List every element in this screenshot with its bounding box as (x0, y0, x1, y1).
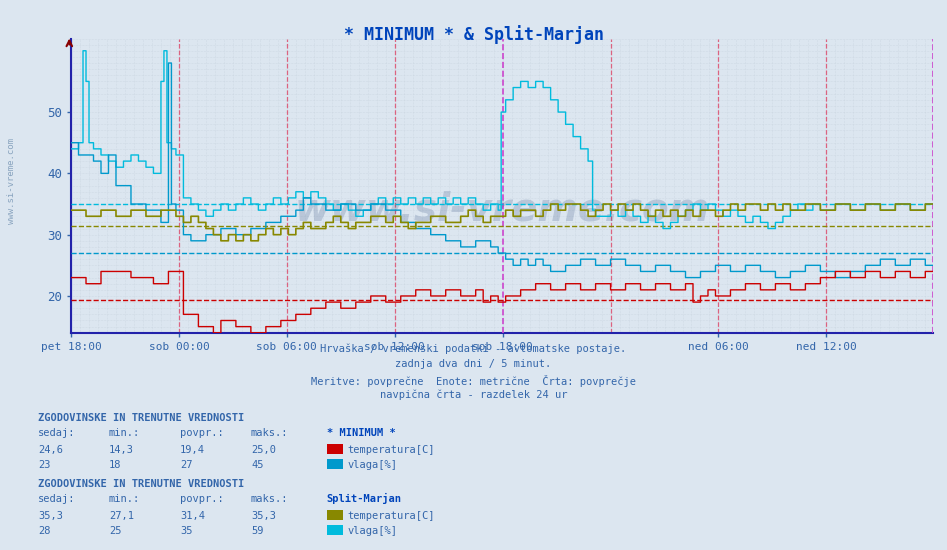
Text: zadnja dva dni / 5 minut.: zadnja dva dni / 5 minut. (396, 359, 551, 369)
Text: 27: 27 (180, 459, 192, 470)
Text: 31,4: 31,4 (180, 510, 205, 521)
Text: sedaj:: sedaj: (38, 428, 76, 438)
Text: Hrvaška / vremenski podatki - avtomatske postaje.: Hrvaška / vremenski podatki - avtomatske… (320, 344, 627, 354)
Text: 35,3: 35,3 (38, 510, 63, 521)
Text: min.:: min.: (109, 494, 140, 504)
Text: Split-Marjan: Split-Marjan (327, 493, 402, 504)
Text: 59: 59 (251, 525, 263, 536)
Text: temperatura[C]: temperatura[C] (348, 510, 435, 521)
Text: www.si-vreme.com: www.si-vreme.com (295, 190, 709, 228)
Text: 18: 18 (109, 459, 121, 470)
Text: 25,0: 25,0 (251, 444, 276, 455)
Text: maks.:: maks.: (251, 428, 289, 438)
Text: www.si-vreme.com: www.si-vreme.com (7, 139, 16, 224)
Text: vlaga[%]: vlaga[%] (348, 459, 398, 470)
Text: povpr.:: povpr.: (180, 494, 223, 504)
Text: 28: 28 (38, 525, 50, 536)
Text: 27,1: 27,1 (109, 510, 134, 521)
Text: 23: 23 (38, 459, 50, 470)
Text: temperatura[C]: temperatura[C] (348, 444, 435, 455)
Text: maks.:: maks.: (251, 494, 289, 504)
Text: ZGODOVINSKE IN TRENUTNE VREDNOSTI: ZGODOVINSKE IN TRENUTNE VREDNOSTI (38, 412, 244, 423)
Text: * MINIMUM * & Split-Marjan: * MINIMUM * & Split-Marjan (344, 25, 603, 44)
Text: 35: 35 (180, 525, 192, 536)
Text: sedaj:: sedaj: (38, 494, 76, 504)
Text: 24,6: 24,6 (38, 444, 63, 455)
Text: 19,4: 19,4 (180, 444, 205, 455)
Text: min.:: min.: (109, 428, 140, 438)
Text: 35,3: 35,3 (251, 510, 276, 521)
Text: * MINIMUM *: * MINIMUM * (327, 428, 396, 438)
Text: povpr.:: povpr.: (180, 428, 223, 438)
Text: 14,3: 14,3 (109, 444, 134, 455)
Text: 45: 45 (251, 459, 263, 470)
Text: vlaga[%]: vlaga[%] (348, 525, 398, 536)
Text: Meritve: povprečne  Enote: metrične  Črta: povprečje: Meritve: povprečne Enote: metrične Črta:… (311, 375, 636, 387)
Text: 25: 25 (109, 525, 121, 536)
Text: ZGODOVINSKE IN TRENUTNE VREDNOSTI: ZGODOVINSKE IN TRENUTNE VREDNOSTI (38, 478, 244, 489)
Text: navpična črta - razdelek 24 ur: navpična črta - razdelek 24 ur (380, 390, 567, 400)
